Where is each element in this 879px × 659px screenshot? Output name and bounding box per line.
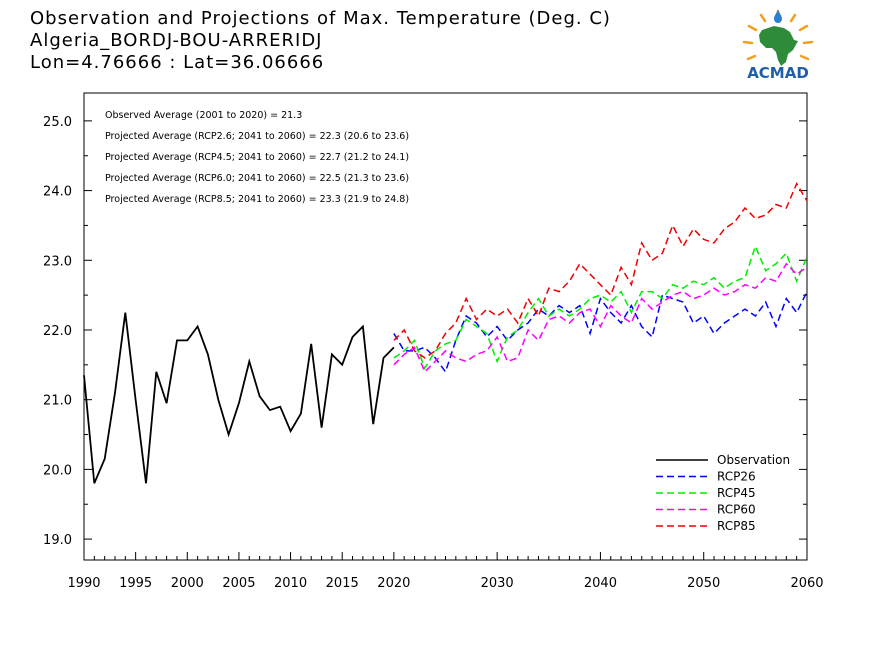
x-tick-label: 2015 [326, 576, 359, 591]
series-line-rcp45 [393, 244, 808, 371]
title-block: Observation and Projections of Max. Temp… [30, 8, 611, 74]
legend-label: RCP45 [717, 486, 756, 500]
x-tick-label: 1995 [119, 576, 152, 591]
x-tick-label: 2020 [377, 576, 410, 591]
x-tick-label: 1990 [67, 576, 100, 591]
series-line-rcp26 [393, 291, 808, 374]
y-tick-label: 25.0 [43, 115, 72, 130]
y-tick-label: 20.0 [43, 463, 72, 478]
y-tick-label: 19.0 [43, 533, 72, 548]
legend-label: RCP85 [717, 519, 756, 533]
annotations: Observed Average (2001 to 2020) = 21.3 Pr… [105, 110, 409, 205]
annotation-line: Projected Average (RCP2.6; 2041 to 2060)… [105, 131, 409, 142]
series-line-rcp60 [393, 262, 808, 374]
axes: 19.0 20.0 21.0 22.0 23.0 24.0 25.0 1990 1995 2000… [43, 115, 824, 591]
annotation-line: Observed Average (2001 to 2020) = 21.3 [105, 110, 302, 121]
acmad-logo-text: ACMAD [747, 64, 809, 82]
series-line-rcp85 [393, 181, 808, 359]
station-name: Algeria_BORDJ-BOU-ARRERIDJ [30, 30, 323, 51]
station-coordinates: Lon=4.76666 : Lat=36.06666 [30, 52, 325, 73]
acmad-logo-icon [742, 9, 814, 66]
y-tick-label: 23.0 [43, 254, 72, 269]
x-tick-label: 2005 [222, 576, 255, 591]
y-tick-label: 22.0 [43, 324, 72, 339]
annotation-line: Projected Average (RCP4.5; 2041 to 2060)… [105, 152, 409, 163]
plot-frame [83, 92, 808, 561]
series-layer [83, 181, 808, 484]
annotation-line: Projected Average (RCP8.5; 2041 to 2060)… [105, 194, 409, 205]
legend-label: RCP60 [717, 503, 756, 517]
x-tick-label: 2030 [481, 576, 514, 591]
y-tick-label: 24.0 [43, 185, 72, 200]
legend-label: Observation [717, 453, 790, 467]
x-tick-label: 2040 [584, 576, 617, 591]
y-tick-label: 21.0 [43, 394, 72, 409]
annotation-line: Projected Average (RCP6.0; 2041 to 2060)… [105, 173, 409, 184]
x-tick-label: 2000 [171, 576, 204, 591]
legend: Observation RCP26 RCP45 RCP60 RCP85 [656, 453, 790, 533]
x-tick-label: 2060 [790, 576, 823, 591]
chart-title: Observation and Projections of Max. Temp… [30, 8, 611, 29]
x-tick-label: 2010 [274, 576, 307, 591]
legend-label: RCP26 [717, 470, 756, 484]
x-tick-label: 2050 [687, 576, 720, 591]
series-line-observation [83, 312, 395, 484]
